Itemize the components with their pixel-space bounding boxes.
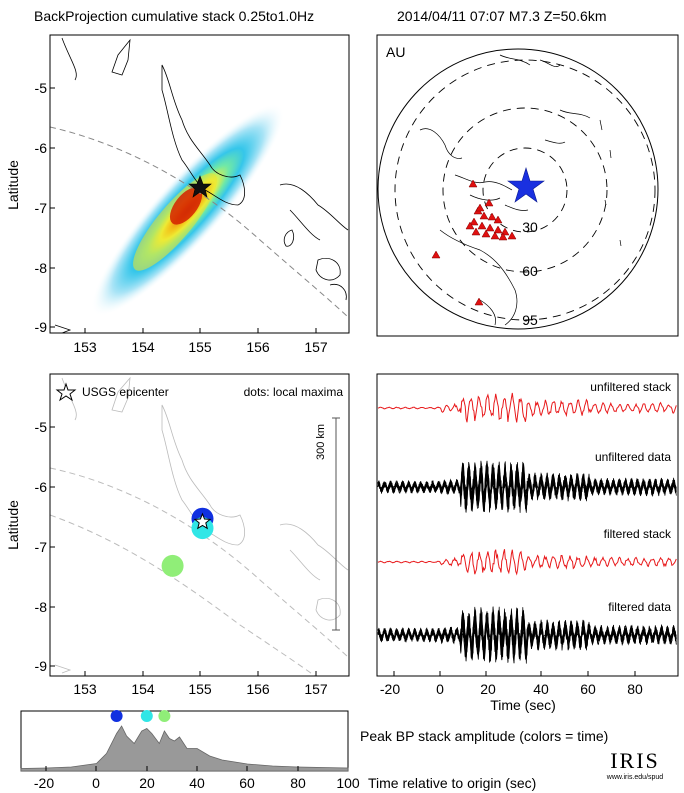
local-maximum-dot <box>191 517 214 540</box>
scale-label: 300 km <box>315 424 327 460</box>
x-tick-label: 156 <box>246 681 270 697</box>
x-tick-label: 40 <box>533 681 549 697</box>
bp-map-panel: 153 154 155 156 157 -5 -6 -7 -8 -9 Latit… <box>5 34 350 355</box>
y-tick-label: -9 <box>35 319 48 335</box>
station-globe-panel: AU <box>376 34 679 337</box>
x-tick-label: 20 <box>480 681 496 697</box>
ring-label: 60 <box>522 263 538 279</box>
x-tick-label: 100 <box>336 775 360 791</box>
event-info: 2014/04/11 07:07 M7.3 Z=50.6km <box>397 8 607 24</box>
x-tick-label: 60 <box>580 681 596 697</box>
ring-label: 30 <box>522 219 538 235</box>
distance-ring-95 <box>394 59 656 321</box>
y-tick-label: -6 <box>35 140 48 156</box>
legend-epicenter-label: USGS epicenter <box>82 385 169 399</box>
x-tick-label: 156 <box>246 339 270 355</box>
x-tick-label: 80 <box>290 775 306 791</box>
distance-ring-30 <box>482 147 568 233</box>
x-tick-label: 157 <box>304 681 328 697</box>
iris-url: www.iris.edu/spud <box>606 774 664 781</box>
bp-heatmap <box>50 37 349 333</box>
globe-region-label: AU <box>386 44 405 60</box>
distance-ring-60 <box>442 107 608 273</box>
epicenter-star-icon <box>188 175 212 198</box>
globe-coastlines <box>419 54 622 326</box>
trace-label: filtered stack <box>604 527 672 541</box>
unfiltered-data-trace <box>377 462 677 513</box>
trench-line <box>50 126 349 319</box>
peak-time-marker <box>110 710 123 722</box>
peak-xlabel: Time relative to origin (sec) <box>368 775 536 791</box>
y-tick-label: -5 <box>35 419 48 435</box>
x-axis-label: Time (sec) <box>490 697 556 713</box>
x-tick-label: 80 <box>627 681 643 697</box>
x-tick-label: 0 <box>436 681 444 697</box>
x-tick-label: 155 <box>188 681 212 697</box>
x-tick-label: -20 <box>380 681 400 697</box>
x-tick-label: 20 <box>139 775 155 791</box>
trace-label: unfiltered data <box>595 450 671 464</box>
legend-dots-label: dots: local maxima <box>244 385 344 399</box>
peak-amplitude-area <box>20 710 349 772</box>
x-tick-label: 157 <box>304 339 328 355</box>
filtered-stack-trace <box>377 549 677 576</box>
peak-time-marker <box>158 710 171 722</box>
epicenter-star-icon <box>193 512 212 530</box>
legend-star-icon <box>55 382 77 402</box>
coastline-gray <box>54 376 349 674</box>
coastline <box>111 38 131 76</box>
figure-title: BackProjection cumulative stack 0.25to1.… <box>34 8 315 24</box>
y-axis-label: Latitude <box>5 500 21 550</box>
y-tick-label: -7 <box>35 200 48 216</box>
peak-title: Peak BP stack amplitude (colors = time) <box>360 728 608 744</box>
y-axis-label: Latitude <box>5 160 21 210</box>
local-maxima-map-panel: 300 km USGS epicenter dots: local maxima… <box>5 373 350 697</box>
x-tick-label: 154 <box>131 339 155 355</box>
unfiltered-data-trace <box>377 462 677 513</box>
unfiltered-stack-trace <box>377 392 677 423</box>
iris-logo-text: IRIS <box>610 748 660 773</box>
trace-label: filtered data <box>608 600 671 614</box>
globe-outline <box>377 48 659 330</box>
globe-frame <box>376 34 679 337</box>
y-tick-label: -7 <box>35 539 48 555</box>
x-tick-label: 0 <box>92 775 100 791</box>
y-tick-label: -8 <box>35 599 48 615</box>
trench-line <box>50 467 349 659</box>
seismogram-traces <box>377 392 677 664</box>
y-tick-label: -9 <box>35 658 48 674</box>
seismogram-frame <box>376 373 679 677</box>
x-tick-label: -20 <box>34 775 54 791</box>
y-tick-label: -5 <box>35 80 48 96</box>
x-tick-label: 153 <box>73 681 97 697</box>
coastline <box>161 64 246 206</box>
peak-amplitude-curve <box>20 725 349 772</box>
x-tick-label: 153 <box>73 339 97 355</box>
x-tick-label: 154 <box>131 681 155 697</box>
seismogram-panel: unfiltered stack unfiltered data filtere… <box>376 373 679 713</box>
x-tick-label: 155 <box>188 339 212 355</box>
y-tick-label: -6 <box>35 479 48 495</box>
peak-amplitude-panel: -20 0 20 40 60 80 100 Peak BP stack ampl… <box>20 710 608 791</box>
station-triangles <box>431 179 517 306</box>
x-tick-label: 60 <box>239 775 255 791</box>
local-maximum-dot <box>161 554 184 577</box>
ring-label: 95 <box>522 312 538 328</box>
iris-logo: IRIS www.iris.edu/spud <box>590 748 680 781</box>
x-tick-label: 40 <box>189 775 205 791</box>
peak-time-marker <box>140 710 153 722</box>
filtered-data-trace <box>377 606 677 660</box>
local-maxima-dots <box>161 507 214 577</box>
y-tick-label: -8 <box>35 260 48 276</box>
trace-label: unfiltered stack <box>590 380 672 394</box>
event-star-icon <box>507 166 545 203</box>
